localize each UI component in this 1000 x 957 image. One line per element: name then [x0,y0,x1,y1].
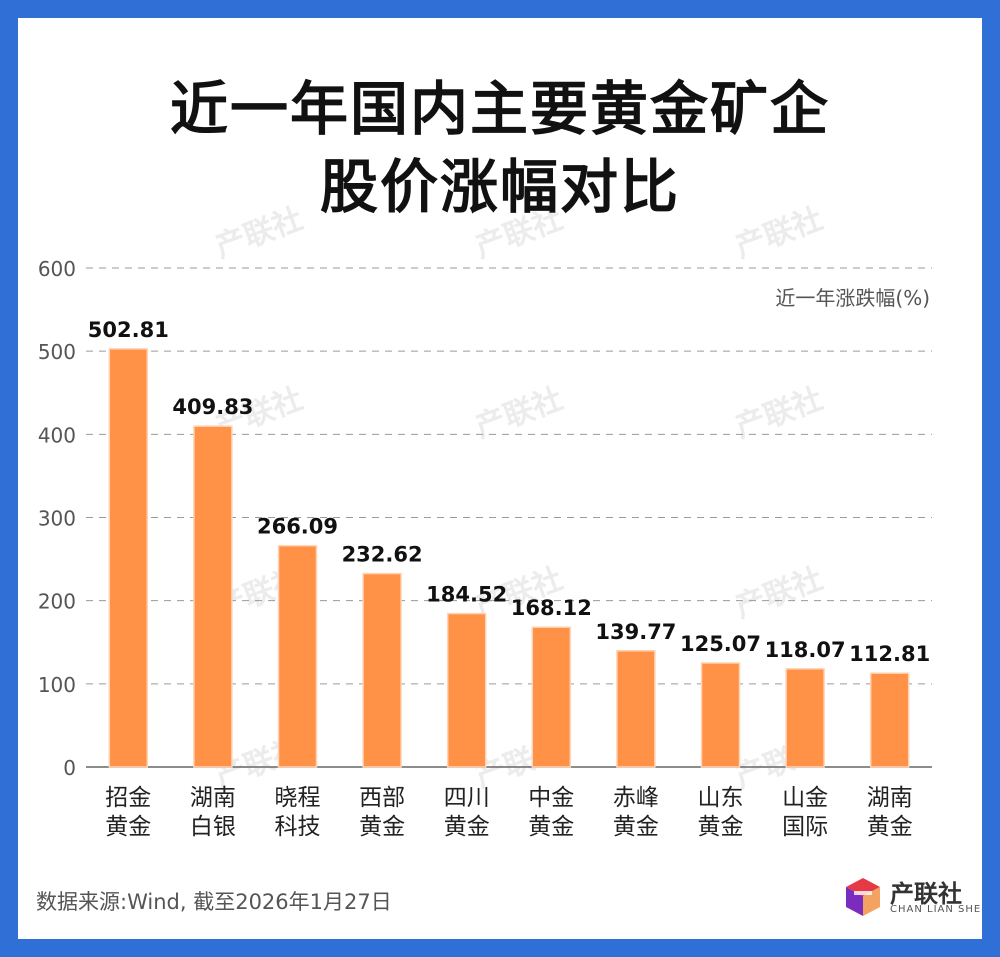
source-note: 数据来源:Wind, 截至2026年1月27日 [36,890,392,914]
x-tick-label: 黄金 [444,814,490,840]
brand-logo: 产联社 CHAN LIAN SHE [842,874,980,924]
bar [869,672,910,768]
bar-value-label: 409.83 [172,395,253,419]
y-tick-label: 0 [63,756,76,780]
bar [446,612,487,768]
bar [785,668,825,768]
chart-card: 产联社 产联社 产联社 产联社 产联社 产联社 产联社 产联社 产联社 产联社 … [18,18,982,939]
x-tick-label: 湖南 [867,785,913,811]
x-tick-label: 科技 [275,814,321,840]
logo-cube-icon [846,878,880,916]
x-tick-label: 黄金 [105,814,151,840]
x-tick-label: 四川 [444,785,490,811]
bar [616,650,656,768]
x-tick-label: 黄金 [698,814,744,840]
x-tick-label: 湖南 [190,785,236,811]
x-tick-label: 黄金 [528,814,574,840]
x-tick-label: 白银 [190,814,236,840]
bar-value-label: 125.07 [680,632,761,656]
bar-value-label: 112.81 [849,642,930,666]
y-tick-label: 600 [38,257,76,281]
bar-value-label: 266.09 [257,515,338,539]
bar-value-label: 139.77 [595,620,676,644]
title-line-2: 股价涨幅对比 [319,153,680,221]
bar-value-label: 232.62 [342,543,423,567]
x-tick-label: 山金 [782,785,828,811]
x-tick-label: 招金 [105,785,151,811]
bar-value-label: 184.52 [426,583,507,607]
x-tick-label: 西部 [359,785,405,811]
title-line-1: 近一年国内主要黄金矿企 [169,75,830,143]
chart-title: 近一年国内主要黄金矿企 股价涨幅对比 [18,70,982,226]
bar-value-label: 168.12 [511,596,592,620]
logo-name: 产联社 [890,880,962,908]
x-tick-label: 黄金 [613,814,659,840]
x-tick-label: 黄金 [359,814,405,840]
x-tick-label: 中金 [528,785,574,811]
bar-value-label: 118.07 [765,638,846,662]
logo-subtitle: CHAN LIAN SHE [890,904,982,915]
bar [277,544,318,768]
bar [108,348,149,768]
x-tick-label: 黄金 [867,814,913,840]
y-tick-label: 400 [38,423,76,447]
bar-value-label: 502.81 [88,318,169,342]
x-tick-label: 赤峰 [613,785,659,811]
x-tick-label: 晓程 [275,785,321,811]
bar [193,425,233,768]
y-tick-label: 300 [38,507,76,531]
y-tick-label: 500 [38,340,76,364]
y-tick-label: 100 [38,673,76,697]
y-axis-label: 近一年涨跌幅(%) [775,286,930,310]
x-tick-label: 国际 [782,814,828,840]
x-tick-label: 山东 [698,785,744,811]
bar [531,626,572,768]
bar [362,572,402,768]
y-tick-label: 200 [38,590,76,614]
bar [700,662,741,768]
